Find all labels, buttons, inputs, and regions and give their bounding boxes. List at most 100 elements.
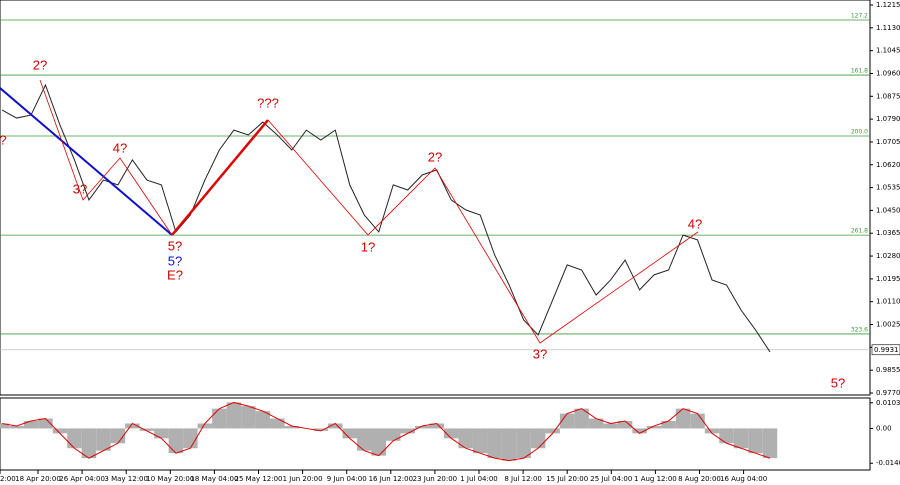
wave-label: E? bbox=[167, 267, 183, 282]
wave-label: ? bbox=[0, 132, 7, 147]
wave-lines bbox=[0, 79, 699, 344]
osc-bar bbox=[588, 418, 604, 429]
osc-bar bbox=[154, 428, 169, 439]
current-price-label: 0.9931 bbox=[874, 346, 899, 354]
y-tick-label: 1.0875 bbox=[876, 92, 900, 100]
osc-bar bbox=[559, 413, 575, 429]
price-line bbox=[1, 83, 771, 353]
osc-bar bbox=[313, 428, 329, 431]
osc-bar bbox=[574, 408, 589, 429]
osc-bar bbox=[212, 408, 227, 429]
wave-line bbox=[0, 87, 173, 236]
fib-label: 161.8 bbox=[851, 68, 868, 75]
fib-label: 127.2 bbox=[851, 13, 868, 20]
osc-bar bbox=[632, 428, 647, 434]
osc-bar bbox=[719, 428, 734, 444]
wave-label: 2? bbox=[33, 57, 47, 72]
osc-bar bbox=[762, 428, 778, 459]
y-tick-label: 0.01037 bbox=[876, 399, 900, 407]
osc-bar bbox=[617, 421, 633, 429]
current-price-box bbox=[871, 344, 900, 356]
y-tick-label: 1.0535 bbox=[876, 184, 900, 192]
osc-bar bbox=[386, 428, 401, 441]
osc-bar bbox=[52, 428, 68, 434]
osc-bar bbox=[139, 428, 155, 431]
osc-bar bbox=[458, 428, 473, 449]
x-tick-label: 9 Jun 04:00 bbox=[327, 475, 367, 483]
osc-bar bbox=[603, 423, 618, 429]
x-tick-label: 26 Apr 04:00 bbox=[59, 475, 105, 483]
y-tick-label: -0.01407 bbox=[876, 459, 900, 467]
y-tick-label: 1.0450 bbox=[876, 206, 900, 214]
osc-bar bbox=[270, 418, 285, 429]
wave-line bbox=[267, 119, 699, 344]
x-tick-label: 1 Jul 04:00 bbox=[460, 475, 498, 483]
x-tick-label: 15 Jul 20:00 bbox=[546, 475, 588, 483]
osc-bar bbox=[545, 428, 560, 434]
x-tick-label: 8 Aug 20:00 bbox=[678, 475, 721, 483]
osc-bar bbox=[530, 428, 546, 449]
osc-bar bbox=[23, 421, 39, 429]
wave-label: 1? bbox=[361, 239, 375, 254]
osc-bar bbox=[38, 418, 53, 429]
osc-bar bbox=[414, 425, 430, 429]
osc-bar bbox=[357, 428, 372, 451]
osc-bar bbox=[516, 428, 531, 459]
y-tick-label: 1.0620 bbox=[876, 161, 900, 169]
osc-bar bbox=[646, 425, 662, 429]
fib-label: 261.8 bbox=[851, 228, 868, 235]
osc-bar bbox=[342, 428, 358, 439]
wave-label: 5? bbox=[168, 238, 182, 253]
y-tick-label: 1.0195 bbox=[876, 275, 900, 283]
osc-bar bbox=[255, 411, 271, 429]
wave-line bbox=[39, 79, 173, 236]
x-tick-label: 1 Aug 12:00 bbox=[634, 475, 677, 483]
main-panel bbox=[0, 0, 871, 396]
x-tick-label: 10 May 20:00 bbox=[146, 475, 194, 483]
osc-bar bbox=[400, 428, 415, 434]
osc-bar bbox=[443, 428, 459, 439]
osc-bar bbox=[371, 428, 386, 456]
y-tick-label: 1.0025 bbox=[876, 321, 900, 329]
x-tick-label: 2:00 bbox=[0, 475, 16, 483]
osc-bar bbox=[241, 406, 256, 429]
wave-label: 2? bbox=[428, 149, 442, 164]
osc-bar bbox=[704, 428, 720, 434]
y-tick-label: 1.0705 bbox=[876, 138, 900, 146]
x-tick-label: 23 Jun 20:00 bbox=[413, 475, 457, 483]
osc-bar bbox=[81, 428, 97, 459]
osc-bar bbox=[748, 428, 763, 454]
osc-bar bbox=[67, 428, 82, 449]
x-tick-label: 3 May 12:00 bbox=[104, 475, 148, 483]
x-tick-label: 18 Apr 20:00 bbox=[15, 475, 61, 483]
osc-bar bbox=[125, 423, 140, 429]
y-tick-label: 1.1130 bbox=[876, 24, 900, 32]
y-tick-label: 1.0280 bbox=[876, 252, 900, 260]
osc-bar bbox=[183, 428, 198, 449]
wave-label: ??? bbox=[257, 95, 279, 110]
fib-label: 323.6 bbox=[851, 326, 868, 333]
x-tick-label: 8 Jul 12:00 bbox=[504, 475, 542, 483]
y-tick-label: 1.0960 bbox=[876, 69, 900, 77]
osc-bar bbox=[675, 408, 691, 429]
fib-label: 200.0 bbox=[851, 129, 868, 136]
osc-bar bbox=[661, 421, 676, 429]
y-tick-label: 0.9855 bbox=[876, 366, 900, 374]
x-tick-label: 18 May 04:00 bbox=[190, 475, 238, 483]
wave-label: 5? bbox=[831, 375, 845, 390]
osc-bar bbox=[197, 423, 213, 429]
x-tick-label: 1 Jun 20:00 bbox=[283, 475, 323, 483]
osc-bar bbox=[328, 423, 343, 429]
x-tick-label: 16 Jun 12:00 bbox=[369, 475, 413, 483]
osc-bar bbox=[96, 428, 111, 451]
osc-bar bbox=[0, 423, 10, 429]
y-tick-label: 1.0790 bbox=[876, 115, 900, 123]
wave-label: 3? bbox=[533, 346, 547, 361]
osc-bar bbox=[9, 425, 24, 429]
y-tick-label: 1.1215 bbox=[876, 1, 900, 9]
wave-label: 3? bbox=[73, 181, 87, 196]
osc-bar bbox=[487, 428, 502, 459]
osc-bar bbox=[429, 423, 444, 429]
wave-label: 4? bbox=[113, 140, 127, 155]
